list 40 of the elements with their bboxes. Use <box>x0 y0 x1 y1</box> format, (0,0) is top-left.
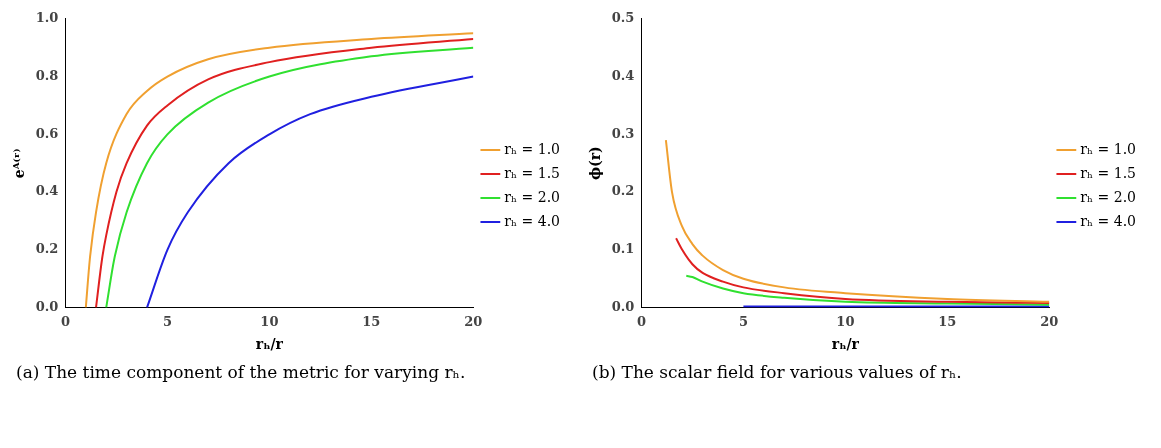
y-tick-label: 0.8 <box>35 67 59 83</box>
y-tick-label: 0.2 <box>611 183 635 199</box>
legend-label: rₕ = 2.0 <box>504 188 561 205</box>
x-tick-label: 5 <box>162 313 172 329</box>
y-tick-label: 1.0 <box>35 10 59 26</box>
text: (a) The time component of the metric for varying rₕ. <box>15 361 467 384</box>
x-axis-title: rₕ/r <box>831 336 860 353</box>
legend-label: rₕ = 1.5 <box>1080 164 1137 181</box>
x-tick-label: 5 <box>738 313 748 329</box>
legend-label: rₕ = 2.0 <box>1080 188 1137 205</box>
text: (b) The scalar field for various values of rₕ. <box>591 361 963 384</box>
x-tick-label: 15 <box>362 313 381 329</box>
x-tick-label: 0 <box>636 313 646 329</box>
line-series <box>664 139 1050 303</box>
legend-label: rₕ = 1.0 <box>1080 140 1137 157</box>
line-series <box>685 274 1050 306</box>
x-tick-label: 20 <box>464 313 483 329</box>
y-tick-label: 0.3 <box>611 125 635 141</box>
line-series <box>146 75 474 308</box>
y-axis-title: ϕ(r) <box>587 146 604 181</box>
x-tick-label: 10 <box>836 313 855 329</box>
x-tick-label: 15 <box>938 313 957 329</box>
y-tick-label: 0.0 <box>35 298 59 314</box>
x-tick-label: 0 <box>60 313 70 329</box>
y-tick-label: 0.4 <box>35 183 59 199</box>
y-tick-label: 0.0 <box>611 298 635 314</box>
line-series <box>675 237 1050 304</box>
y-axis-title: eᴬ⁽ʳ⁾ <box>11 148 28 179</box>
y-tick-label: 0.5 <box>611 10 635 26</box>
legend-label: rₕ = 1.0 <box>504 140 561 157</box>
y-tick-label: 0.6 <box>35 125 59 141</box>
x-axis-title: rₕ/r <box>255 336 284 353</box>
x-tick-label: 10 <box>260 313 279 329</box>
legend-label: rₕ = 4.0 <box>1080 212 1137 229</box>
y-tick-label: 0.4 <box>611 67 635 83</box>
legend-label: rₕ = 1.5 <box>504 164 561 181</box>
legend-label: rₕ = 4.0 <box>504 212 561 229</box>
x-tick-label: 20 <box>1040 313 1059 329</box>
y-tick-label: 0.1 <box>611 241 635 257</box>
y-tick-label: 0.2 <box>35 241 59 257</box>
